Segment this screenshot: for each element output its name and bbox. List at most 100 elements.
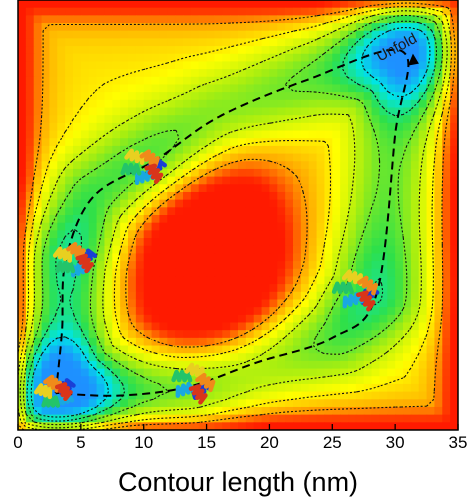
heatmap-cell — [285, 368, 294, 377]
heatmap-cell — [269, 345, 278, 354]
heatmap-cell — [395, 161, 404, 170]
heatmap-cell — [25, 360, 35, 370]
heatmap-cell — [300, 276, 310, 285]
heatmap-cell — [167, 368, 176, 377]
heatmap-cell — [18, 130, 27, 139]
heatmap-cell — [316, 307, 326, 316]
heatmap-cell — [316, 230, 326, 239]
heatmap-cell — [300, 99, 310, 109]
heatmap-cell — [355, 99, 365, 109]
heatmap-cell — [112, 238, 121, 247]
heatmap-cell — [410, 145, 420, 155]
heatmap-cell — [269, 84, 278, 93]
heatmap-cell — [80, 391, 90, 400]
heatmap-cell — [245, 268, 255, 278]
heatmap-cell — [41, 145, 51, 155]
heatmap-cell — [277, 69, 286, 78]
heatmap-cell — [112, 368, 121, 377]
heatmap-cell — [332, 46, 341, 55]
heatmap-cell — [324, 168, 333, 178]
heatmap-cell — [73, 322, 82, 331]
heatmap-cell — [151, 245, 161, 254]
heatmap-cell — [395, 7, 404, 16]
heatmap-cell — [410, 353, 420, 362]
heatmap-cell — [403, 7, 412, 16]
heatmap-cell — [348, 15, 357, 24]
heatmap-cell — [175, 145, 184, 155]
heatmap-cell — [293, 291, 302, 301]
helix-ribbon — [66, 242, 86, 261]
heatmap-cell — [206, 7, 216, 16]
heatmap-cell — [442, 168, 451, 178]
heatmap-cell — [245, 107, 255, 116]
heatmap-cell — [442, 130, 451, 139]
heatmap-cell — [403, 153, 412, 162]
heatmap-cell — [395, 345, 404, 354]
helix-ribbon — [188, 384, 208, 405]
heatmap-cell — [88, 191, 98, 201]
heatmap-cell — [175, 414, 184, 423]
protein-structure — [171, 362, 216, 405]
heatmap-cell — [261, 230, 271, 239]
heatmap-cell — [379, 161, 388, 170]
heatmap-cell — [371, 184, 381, 193]
heatmap-cell — [355, 199, 365, 208]
heatmap-cell — [112, 38, 121, 47]
heatmap-cell — [222, 122, 231, 132]
heatmap-cell — [442, 291, 451, 301]
heatmap-cell — [442, 222, 451, 231]
heatmap-cell — [363, 99, 373, 109]
heatmap-cell — [104, 307, 113, 316]
heatmap-cell — [285, 422, 294, 430]
heatmap-cell — [57, 276, 66, 285]
heatmap-cell — [206, 406, 216, 416]
heatmap-cell — [120, 130, 129, 139]
heatmap-cell — [120, 322, 129, 331]
heatmap-cell — [80, 7, 90, 16]
heatmap-cell — [230, 391, 239, 400]
heatmap-cell — [135, 345, 145, 354]
heatmap-cell — [277, 330, 286, 339]
heatmap-cell — [316, 376, 326, 385]
heatmap-cell — [128, 99, 137, 109]
heatmap-cell — [151, 322, 161, 331]
heatmap-cell — [88, 168, 98, 178]
heatmap-cell — [222, 191, 231, 201]
heatmap-cell — [151, 7, 161, 16]
heatmap-cell — [112, 184, 121, 193]
heatmap-cell — [316, 191, 326, 201]
heatmap-cell — [104, 360, 113, 370]
heatmap-cell — [73, 161, 82, 170]
heatmap-cell — [175, 276, 184, 285]
heatmap-cell — [190, 138, 200, 147]
heatmap-cell — [143, 84, 153, 93]
heatmap-cell — [135, 30, 145, 39]
heatmap-cell — [426, 368, 436, 377]
heatmap-cell — [206, 360, 216, 370]
heatmap-cell — [379, 184, 388, 193]
heatmap-cell — [293, 383, 302, 393]
heatmap-cell — [206, 107, 216, 116]
heatmap-cell — [73, 84, 82, 93]
heatmap-cell — [167, 30, 176, 39]
heatmap-cell — [324, 276, 333, 285]
heatmap-cell — [395, 176, 404, 185]
heatmap-cell — [167, 176, 176, 185]
heatmap-cell — [151, 422, 161, 430]
heatmap-cell — [442, 153, 451, 162]
heatmap-cell — [387, 276, 396, 285]
heatmap-cell — [269, 222, 278, 231]
heatmap-cell — [88, 115, 98, 124]
heatmap-cell — [426, 383, 436, 393]
heatmap-cell — [442, 115, 451, 124]
heatmap-cell — [128, 76, 137, 86]
heatmap-cell — [450, 330, 458, 339]
heatmap-cell — [395, 230, 404, 239]
heatmap-cell — [387, 284, 396, 293]
heatmap-cell — [128, 184, 137, 193]
heatmap-cell — [167, 53, 176, 63]
heatmap-cell — [159, 322, 168, 331]
heatmap-cell — [410, 30, 420, 39]
heatmap-cell — [332, 383, 341, 393]
heatmap-cell — [143, 368, 153, 377]
